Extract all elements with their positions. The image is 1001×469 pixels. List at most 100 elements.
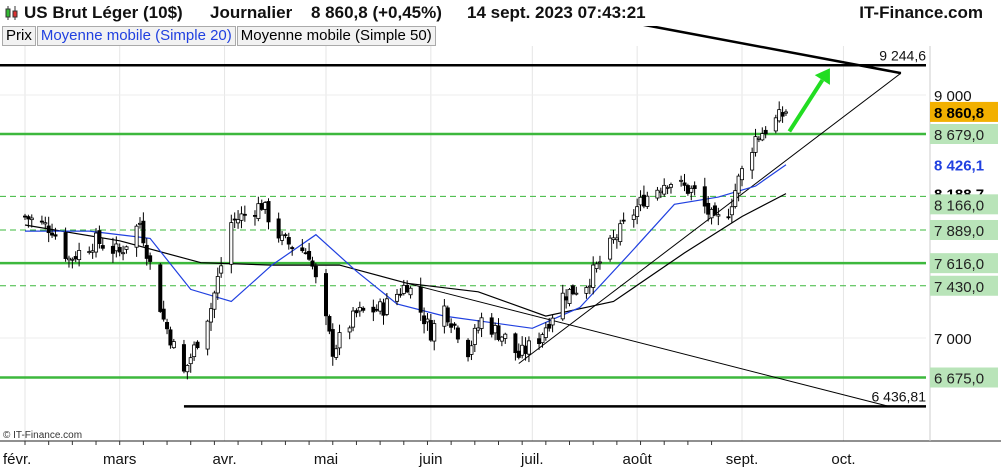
- candle-body: [134, 225, 139, 248]
- candle-body: [266, 201, 271, 223]
- candle-body: [679, 179, 684, 182]
- level-value-label: 6 436,81: [872, 388, 927, 404]
- candle-body: [256, 203, 261, 219]
- candle-body: [783, 111, 788, 114]
- candles: [22, 101, 788, 380]
- candle-body: [395, 293, 400, 302]
- x-tick-label: mars: [103, 451, 136, 468]
- candle-body: [445, 307, 450, 323]
- candle-body: [188, 357, 193, 365]
- candle-body: [543, 327, 548, 338]
- candle-body: [560, 292, 565, 320]
- title-bar: US Brut Léger (10$) Journalier 8 860,8 (…: [0, 0, 1001, 26]
- x-tick-label: févr.: [3, 451, 31, 468]
- candle-body: [378, 301, 383, 312]
- candle-body: [712, 205, 717, 215]
- legend-ma20[interactable]: Moyenne mobile (Simple 20): [36, 26, 236, 46]
- candle-body: [242, 213, 247, 216]
- candle-body: [114, 243, 119, 252]
- candle-body: [205, 320, 210, 350]
- candle-body: [334, 348, 339, 358]
- candle-body: [354, 310, 359, 314]
- candle-body: [753, 136, 758, 153]
- candle-body: [682, 182, 687, 186]
- candle-body: [77, 250, 82, 261]
- candle-body: [63, 232, 68, 259]
- candle-body: [665, 186, 670, 189]
- candle-body: [591, 264, 596, 288]
- legend-ma50[interactable]: Moyenne mobile (Simple 50): [236, 26, 436, 46]
- candle-body: [165, 322, 170, 330]
- candle-body: [631, 214, 636, 220]
- x-tick-label: juil.: [520, 451, 544, 468]
- x-tick-label: oct.: [831, 451, 855, 468]
- level-label: 6 675,0: [934, 370, 984, 387]
- candle-body: [658, 190, 663, 194]
- y-tick-label: 7 000: [934, 331, 972, 348]
- level-label: 8 860,8: [934, 105, 984, 122]
- legend-price[interactable]: Prix: [2, 26, 36, 46]
- candle-body: [22, 215, 27, 218]
- candle-body: [46, 225, 51, 234]
- candle-body: [43, 222, 48, 225]
- candle-body: [452, 323, 457, 326]
- candle-body: [148, 255, 153, 262]
- candle-body: [70, 258, 75, 261]
- candle-body: [685, 185, 690, 194]
- candle-body: [232, 218, 237, 221]
- candle-body: [219, 265, 224, 274]
- candle-body: [777, 109, 782, 122]
- candle-body: [570, 285, 575, 295]
- candle-body: [594, 263, 599, 269]
- candle-body: [29, 217, 34, 221]
- level-badge: [930, 124, 998, 145]
- candle-body: [611, 237, 616, 241]
- candle-body: [117, 247, 122, 253]
- candle-body: [733, 190, 738, 207]
- trendline: [407, 282, 888, 407]
- candle-body: [100, 245, 105, 249]
- candle-body: [513, 333, 518, 354]
- candle-body: [520, 344, 525, 356]
- candle-body: [564, 296, 569, 301]
- candle-body: [124, 246, 129, 250]
- candle-body: [26, 216, 31, 220]
- level-label: 7 616,0: [934, 256, 984, 273]
- candle-body: [371, 306, 376, 313]
- candle-body: [621, 219, 626, 222]
- candle-body: [252, 214, 257, 217]
- candle-body: [550, 317, 555, 326]
- candle-body: [432, 323, 437, 342]
- candle-body: [526, 340, 531, 355]
- candle-body: [662, 184, 667, 195]
- candle-body: [374, 308, 379, 311]
- y-tick-label: 9 000: [934, 88, 972, 105]
- candle-body: [263, 202, 268, 210]
- candle-body: [229, 222, 234, 265]
- candle-body: [709, 208, 714, 219]
- candle-body: [398, 293, 403, 296]
- candle-body: [97, 230, 102, 244]
- candle-body: [716, 214, 721, 217]
- x-tick-label: mai: [314, 451, 338, 468]
- candle-body: [469, 345, 474, 355]
- candle-body: [66, 257, 71, 261]
- candle-body: [161, 308, 166, 320]
- candle-body: [283, 234, 288, 237]
- candle-body: [384, 298, 389, 315]
- candle-body: [418, 286, 423, 313]
- chart-legend: Prix Moyenne mobile (Simple 20) Moyenne …: [2, 26, 437, 46]
- candle-body: [449, 323, 454, 328]
- candle-body: [641, 194, 646, 207]
- candle-body: [324, 273, 329, 317]
- candle-body: [94, 232, 99, 253]
- candle-body: [185, 365, 190, 373]
- candle-body: [763, 129, 768, 135]
- candle-body: [442, 305, 447, 327]
- candle-body: [73, 256, 78, 260]
- level-labels: 9 244,68 860,88 679,08 426,18 188,78 166…: [872, 47, 998, 404]
- candle-body: [503, 333, 508, 339]
- candle-body: [740, 168, 745, 181]
- x-tick-label: août: [623, 451, 653, 468]
